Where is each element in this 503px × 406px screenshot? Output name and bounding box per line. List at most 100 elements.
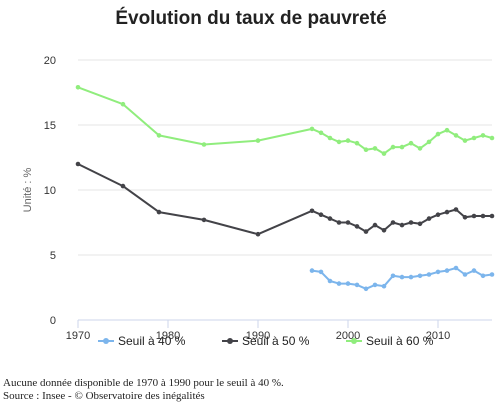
legend-label: Seuil à 60 %	[366, 334, 434, 348]
data-point[interactable]	[471, 135, 477, 141]
legend-item[interactable]: Seuil à 50 %	[222, 334, 310, 348]
data-point[interactable]	[336, 220, 342, 225]
data-point[interactable]	[75, 161, 81, 167]
legend-item[interactable]: Seuil à 60 %	[346, 334, 434, 348]
x-tick-label: 1990	[246, 330, 270, 342]
data-point[interactable]	[435, 269, 441, 275]
data-point[interactable]	[75, 85, 81, 90]
legend: Seuil à 40 % Seuil à 50 % Seuil à 60 %	[98, 334, 434, 348]
data-point[interactable]	[156, 209, 162, 215]
data-point[interactable]	[363, 286, 369, 292]
data-point[interactable]	[399, 222, 405, 228]
data-point[interactable]	[444, 127, 450, 133]
data-point[interactable]	[372, 146, 378, 151]
data-point[interactable]	[354, 224, 360, 229]
data-point[interactable]	[201, 142, 207, 147]
data-point[interactable]	[426, 272, 432, 277]
data-point[interactable]	[354, 140, 360, 146]
data-point[interactable]	[408, 140, 414, 146]
data-point[interactable]	[255, 138, 261, 143]
y-tick-label: 10	[44, 185, 56, 197]
data-point[interactable]	[435, 212, 441, 217]
legend-label: Seuil à 40 %	[118, 334, 186, 348]
data-point[interactable]	[327, 278, 333, 284]
data-point[interactable]	[462, 138, 468, 143]
data-point[interactable]	[381, 228, 387, 233]
data-point[interactable]	[444, 268, 450, 273]
data-point[interactable]	[489, 272, 495, 277]
data-point[interactable]	[309, 126, 315, 132]
series-3	[75, 85, 495, 156]
data-point[interactable]	[453, 207, 459, 212]
y-tick-label: 20	[44, 55, 56, 67]
data-point[interactable]	[462, 215, 468, 220]
data-point[interactable]	[120, 101, 126, 107]
data-point[interactable]	[435, 131, 441, 137]
y-tick-label: 0	[50, 315, 56, 327]
y-axis-label: Unité : %	[22, 167, 34, 212]
data-point[interactable]	[156, 133, 162, 138]
data-point[interactable]	[381, 151, 387, 156]
data-point[interactable]	[426, 216, 432, 221]
data-point[interactable]	[399, 274, 405, 280]
data-point[interactable]	[453, 133, 459, 138]
data-point[interactable]	[318, 212, 324, 217]
data-point[interactable]	[363, 229, 369, 234]
legend-item[interactable]: Seuil à 40 %	[98, 334, 186, 348]
data-point[interactable]	[417, 273, 423, 279]
data-point[interactable]	[345, 220, 351, 225]
data-point[interactable]	[120, 183, 126, 189]
data-point[interactable]	[417, 221, 423, 227]
footnote-no-data: Aucune donnée disponible de 1970 à 1990 …	[3, 377, 284, 389]
data-point[interactable]	[354, 282, 360, 288]
data-point[interactable]	[363, 147, 369, 152]
footnote-source: Source : Insee - © Observatoire des inég…	[3, 390, 205, 402]
series-2	[75, 161, 495, 237]
data-point[interactable]	[453, 265, 459, 271]
data-point[interactable]	[327, 135, 333, 141]
data-point[interactable]	[372, 222, 378, 228]
data-point[interactable]	[309, 208, 315, 214]
chart-title: Évolution du taux de pauvreté	[115, 7, 386, 29]
data-point[interactable]	[417, 146, 423, 151]
y-tick-label: 15	[44, 120, 56, 132]
data-point[interactable]	[471, 268, 477, 273]
data-point[interactable]	[399, 144, 405, 150]
data-point[interactable]	[462, 272, 468, 277]
series	[75, 85, 495, 292]
legend-label: Seuil à 50 %	[242, 334, 310, 348]
data-point[interactable]	[480, 273, 486, 279]
data-point[interactable]	[336, 139, 342, 145]
data-point[interactable]	[489, 213, 495, 219]
y-tick-label: 5	[50, 250, 56, 262]
data-point[interactable]	[345, 281, 351, 286]
data-point[interactable]	[336, 281, 342, 286]
data-point[interactable]	[480, 213, 486, 219]
data-point[interactable]	[381, 283, 387, 289]
data-point[interactable]	[345, 138, 351, 143]
data-point[interactable]	[372, 282, 378, 288]
data-point[interactable]	[390, 273, 396, 279]
data-point[interactable]	[426, 139, 432, 145]
series-line	[77, 163, 492, 236]
legend-swatch-marker	[227, 338, 233, 344]
data-point[interactable]	[327, 216, 333, 221]
legend-swatch-marker	[351, 338, 357, 344]
grid	[78, 59, 492, 321]
data-point[interactable]	[480, 133, 486, 138]
y-axis-ticks: 0 5 10 15 20	[44, 55, 56, 327]
data-point[interactable]	[489, 135, 495, 141]
data-point[interactable]	[471, 213, 477, 219]
data-point[interactable]	[444, 209, 450, 215]
data-point[interactable]	[408, 220, 414, 225]
data-point[interactable]	[390, 144, 396, 150]
data-point[interactable]	[309, 268, 315, 273]
data-point[interactable]	[255, 231, 261, 237]
data-point[interactable]	[390, 220, 396, 225]
data-point[interactable]	[201, 217, 207, 223]
x-tick-label: 2010	[426, 330, 450, 342]
data-point[interactable]	[318, 269, 324, 275]
data-point[interactable]	[318, 130, 324, 136]
data-point[interactable]	[408, 274, 414, 280]
